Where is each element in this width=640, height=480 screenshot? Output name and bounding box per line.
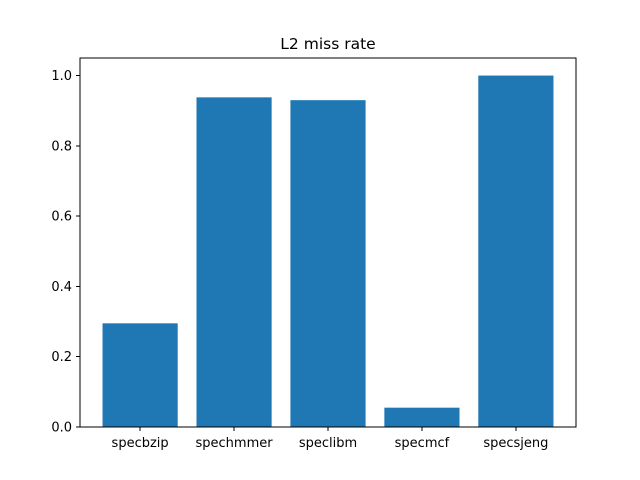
x-tick-label-specmcf: specmcf — [395, 436, 450, 451]
bar-spechmmer — [196, 97, 272, 428]
chart-title: L2 miss rate — [280, 35, 375, 53]
x-tick-label-speclibm: speclibm — [299, 436, 357, 451]
y-axis: 0.0 0.2 0.4 0.6 0.8 1.0 — [51, 69, 80, 436]
y-tick-label-0.2: 0.2 — [51, 350, 72, 365]
plot-frame — [79, 57, 577, 428]
y-tick-label-1.0: 1.0 — [51, 69, 72, 84]
x-axis: specbzip spechmmer speclibm specmcf specsjen… — [112, 427, 548, 451]
bars — [102, 75, 554, 428]
bar-specmcf — [384, 407, 460, 427]
bar-speclibm — [290, 100, 366, 428]
x-tick-label-specsjeng: specsjeng — [483, 436, 548, 451]
x-tick-label-spechmmer: spechmmer — [196, 436, 274, 451]
y-tick-label-0.0: 0.0 — [51, 421, 72, 436]
y-tick-label-0.8: 0.8 — [51, 139, 72, 154]
bar-specsjeng — [478, 75, 554, 428]
x-tick-label-specbzip: specbzip — [112, 436, 169, 451]
y-tick-label-0.6: 0.6 — [51, 210, 72, 225]
y-tick-label-0.4: 0.4 — [51, 280, 72, 295]
bar-specbzip — [102, 323, 178, 427]
